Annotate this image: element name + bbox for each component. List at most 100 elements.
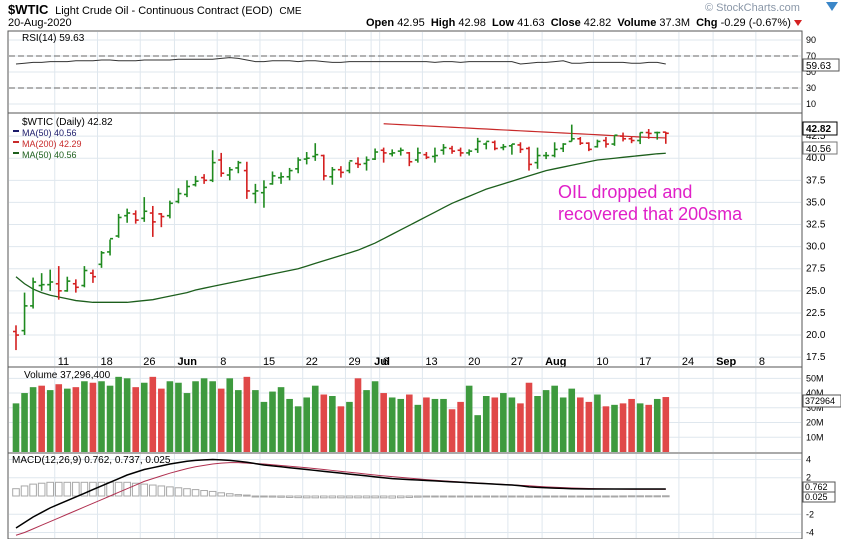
instrument-name: Light Crude Oil - Continuous Contract (E…	[55, 5, 273, 17]
date-tick-label: 6	[383, 356, 389, 368]
legend-ma50: MA(50) 40.56	[22, 128, 77, 138]
macd-hist-bar	[662, 495, 670, 498]
hist-value-tag: 0.025	[805, 492, 828, 502]
legend-swatch-ma50b	[13, 152, 19, 154]
volume-bar-Jul 24	[500, 393, 507, 452]
rsi-line	[15, 57, 666, 65]
macd-hist-bar	[508, 495, 516, 498]
price-tick-label: 40.0	[806, 153, 826, 164]
macd-title: MACD(12,26,9) 0.762, 0.737, 0.025	[12, 455, 171, 466]
volume-bar-Jul 6	[380, 393, 387, 452]
macd-hist-bar	[294, 495, 302, 499]
ma50-price-box	[802, 141, 838, 155]
macd-hist-bar	[371, 495, 379, 499]
down-arrow-icon	[793, 20, 802, 26]
volume-bar-Jul 22	[482, 396, 490, 452]
macd-hist-bar	[234, 494, 243, 497]
high-label: High	[430, 17, 456, 29]
rsi-value-tag: 59.63	[806, 61, 831, 72]
macd-hist-bar	[260, 495, 268, 498]
macd-tick-label: -4	[806, 528, 814, 538]
volume-bar-May 7	[38, 385, 45, 452]
macd-hist-bar	[337, 495, 345, 499]
macd-hist-bar	[354, 495, 362, 499]
volume-bar-Jun 18	[286, 398, 293, 452]
price-tick-label: 30.0	[806, 242, 826, 253]
macd-hist-bar	[191, 489, 200, 497]
date-tick-label: 29	[348, 356, 360, 368]
macd-panel: 4 2 -2 -4 MACD(12,26,9) 0.762, 0.737, 0.025…	[7, 452, 836, 539]
date-tick-label: Jun	[177, 356, 197, 368]
price-tick-label: 25.0	[806, 286, 826, 297]
date-tick-label: 8	[759, 356, 765, 368]
macd-hist-bar	[72, 481, 80, 497]
low-value: 41.63	[517, 17, 545, 29]
low-label: Low	[492, 17, 515, 29]
macd-hist-bar	[482, 495, 491, 498]
volume-bar-Jul 27	[508, 397, 516, 452]
volume-bar-Jul 16	[448, 409, 456, 452]
volume-panel: 50M 40M 30M 20M 10M Volume 37,296,400 372964	[7, 366, 841, 454]
volume-bar-Jun 30	[354, 378, 362, 452]
rsi-tick-label: 70	[806, 51, 816, 61]
symbol: $WTIC	[8, 2, 49, 17]
quote-bar: Open 42.95 High 42.98 Low 41.63 Close 42…	[366, 17, 802, 29]
symbol-title: $WTIC Light Crude Oil - Continuous Contr…	[8, 2, 302, 17]
rsi-axis: 90 70 50 30 10	[806, 35, 816, 109]
volume-bar-May 29	[166, 381, 174, 452]
macd-hist-bar	[285, 495, 294, 498]
macd-tick-label: 2	[806, 473, 811, 483]
date-tick-label: 26	[143, 356, 155, 368]
volume-title: Volume 37,296,400	[24, 370, 111, 381]
watermark: © StockCharts.com	[705, 2, 800, 14]
macd-hist-bar	[174, 487, 183, 497]
volume-bar-Jun 5	[209, 381, 216, 452]
macd-hist-bar	[491, 495, 499, 498]
volume-bar-Jun 23	[311, 385, 319, 452]
legend-ma200: MA(200) 42.29	[22, 139, 82, 149]
price-tick-label: 22.5	[806, 308, 826, 319]
ma200-line	[383, 123, 666, 139]
volume-bar-May 19	[106, 385, 114, 452]
macd-hist-bar	[610, 495, 619, 498]
volume-bar-Jun 2	[183, 393, 191, 452]
volume-bar-Aug 3	[551, 385, 558, 452]
macd-hist-bar	[183, 488, 191, 497]
macd-hist-bar	[448, 495, 456, 498]
last-price-box	[802, 121, 838, 136]
hist-value-box	[802, 491, 836, 503]
macd-hist-bar	[653, 495, 662, 498]
macd-hist-bar	[533, 495, 542, 498]
macd-hist-bar	[12, 488, 20, 497]
date-tick-label: 15	[263, 356, 275, 368]
volume-bar-Aug 11	[602, 406, 610, 452]
volume-bar-May 5	[21, 393, 28, 452]
macd-hist-bar	[54, 481, 63, 497]
macd-signal-line	[15, 462, 666, 536]
annotation-line2: recovered that 200sma	[558, 204, 743, 224]
macd-hist-bar	[456, 495, 465, 498]
price-tick-label: 37.5	[806, 175, 826, 186]
volume-bar-Jul 20	[465, 385, 473, 452]
macd-hist-bar	[302, 495, 311, 499]
macd-hist-bar	[268, 495, 277, 498]
volume-bar-May 26	[140, 382, 148, 452]
price-panel: 17.5 20.0 22.5 25.0 27.5 30.0 32.5 35.0 37.5 40.0…	[7, 112, 838, 368]
rsi-tick-label: 30	[806, 83, 816, 93]
macd-hist-bar	[405, 495, 414, 498]
volume-bar-Jun 24	[320, 394, 328, 452]
price-tick-label: 42.5	[806, 131, 826, 142]
close-label: Close	[550, 17, 581, 29]
volume-bar-Jul 23	[491, 397, 499, 452]
price-tick-label: 32.5	[806, 220, 826, 231]
rsi-panel: 90 70 50 30 10 RSI(14) 59.63 59.63	[7, 30, 840, 114]
chart-header: $WTIC Light Crude Oil - Continuous Contr…	[0, 0, 841, 30]
annotation-line1: OIL dropped and	[558, 182, 692, 202]
open-label: Open	[366, 17, 395, 29]
volume-bar-Aug 12	[611, 404, 618, 452]
macd-hist-bar	[277, 495, 285, 498]
chg-label: Chg	[696, 17, 718, 29]
menu-triangle-icon[interactable]	[826, 2, 838, 11]
volume-bar-May 28	[158, 388, 165, 452]
macd-hist-bar	[20, 485, 29, 497]
